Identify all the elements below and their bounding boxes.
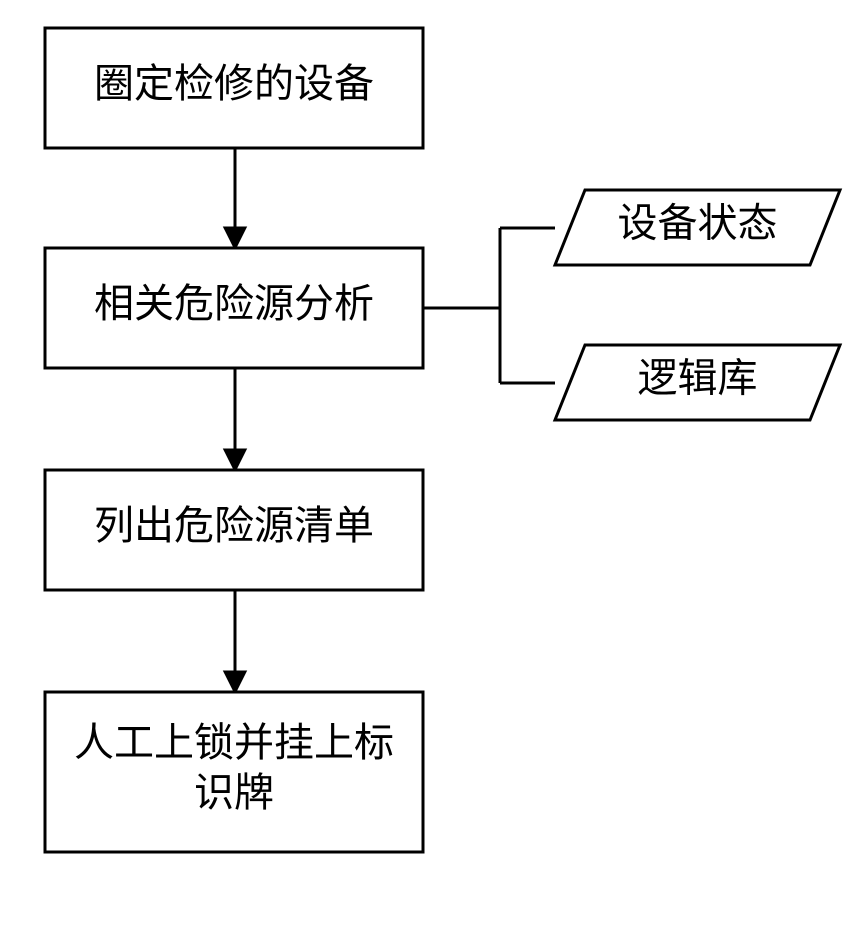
node-p2: 逻辑库 bbox=[555, 345, 840, 420]
node-n1: 圈定检修的设备 bbox=[45, 28, 423, 148]
node-n4: 人工上锁并挂上标识牌 bbox=[45, 692, 423, 852]
node-label: 人工上锁并挂上标 bbox=[74, 720, 394, 765]
node-label: 设备状态 bbox=[618, 201, 778, 246]
node-label: 列出危险源清单 bbox=[94, 503, 374, 548]
node-p1: 设备状态 bbox=[555, 190, 840, 265]
branch-connector bbox=[423, 228, 555, 383]
node-label: 相关危险源分析 bbox=[94, 281, 374, 326]
node-label: 逻辑库 bbox=[638, 356, 758, 401]
node-label: 圈定检修的设备 bbox=[94, 61, 374, 106]
node-n2: 相关危险源分析 bbox=[45, 248, 423, 368]
node-label: 识牌 bbox=[194, 770, 274, 815]
node-n3: 列出危险源清单 bbox=[45, 470, 423, 590]
